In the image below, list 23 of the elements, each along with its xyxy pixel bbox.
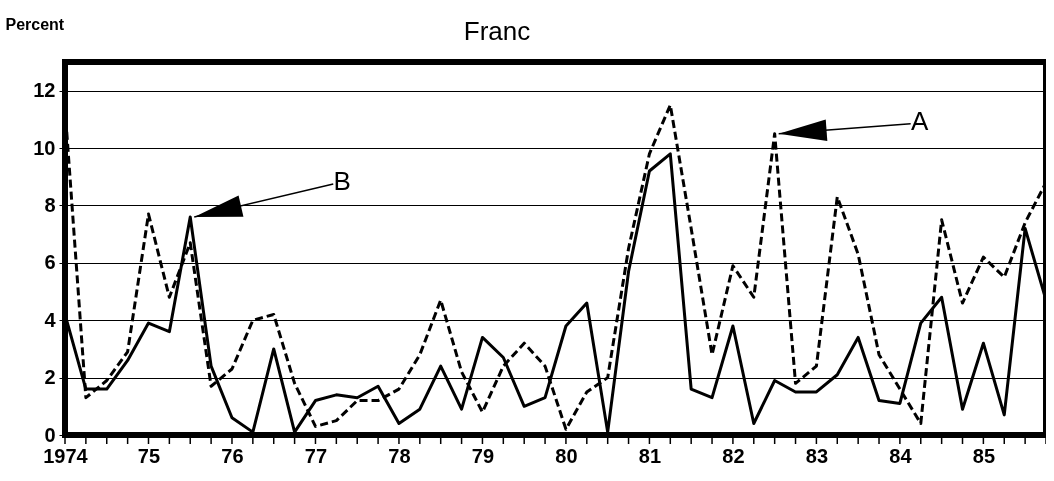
y-tick-label: 10 [33, 136, 56, 159]
x-tick-label: 78 [388, 444, 411, 467]
y-tick-label: 0 [44, 423, 56, 446]
x-tick-label: 77 [304, 444, 328, 467]
y-tick-label: 2 [44, 366, 56, 389]
x-tick-label: 75 [137, 444, 161, 467]
y-axis-title: Percent [5, 15, 65, 33]
y-tick-label: 4 [44, 308, 57, 331]
annotation: A [910, 105, 929, 136]
x-tick-label: 76 [221, 444, 244, 467]
x-tick-label: 83 [805, 444, 829, 467]
x-tick-label: 85 [972, 444, 996, 467]
x-tick-label: 1974 [43, 444, 89, 467]
y-tick-label: 6 [44, 251, 56, 274]
x-tick-label: 80 [555, 444, 578, 467]
chart-title: Franc [463, 16, 531, 46]
y-tick-label: 12 [33, 79, 56, 102]
y-tick-label: 8 [44, 193, 56, 216]
x-tick-label: 79 [471, 444, 495, 467]
x-tick-label: 82 [722, 444, 745, 467]
annotation: B [333, 165, 351, 196]
x-tick-label: 84 [889, 444, 913, 467]
x-tick-label: 81 [638, 444, 662, 467]
